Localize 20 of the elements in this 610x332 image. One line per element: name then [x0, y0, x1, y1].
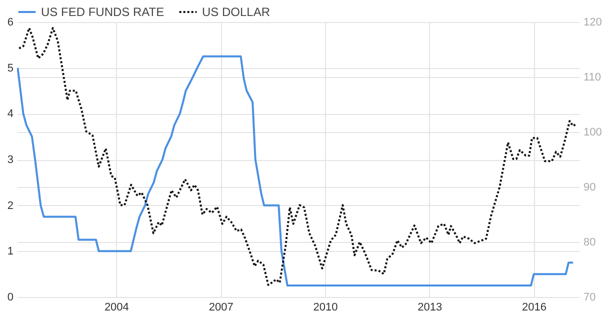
y2-tick-label: 100	[584, 126, 602, 138]
y2-tick-label: 90	[584, 182, 596, 194]
y2-tick-label: 110	[584, 72, 602, 84]
y-tick-label: 0	[7, 292, 14, 304]
y2-tick-label: 120	[584, 16, 602, 28]
y-tick-label: 5	[7, 62, 14, 74]
y2-tick-label: 80	[584, 236, 596, 248]
y-tick-label: 6	[7, 16, 14, 28]
y2-tick-label: 70	[584, 292, 596, 304]
legend-label: US DOLLAR	[202, 5, 270, 19]
x-tick-label: 2013	[418, 302, 442, 314]
y-tick-label: 2	[7, 200, 14, 212]
x-tick-label: 2007	[208, 302, 234, 314]
x-tick-label: 2016	[522, 302, 547, 314]
y-tick-label: 4	[7, 108, 14, 120]
y-tick-label: 3	[7, 154, 14, 166]
x-tick-label: 2010	[313, 302, 338, 314]
legend-label: US FED FUNDS RATE	[41, 5, 164, 19]
x-tick-label: 2004	[104, 302, 129, 314]
y-tick-label: 1	[7, 246, 14, 258]
